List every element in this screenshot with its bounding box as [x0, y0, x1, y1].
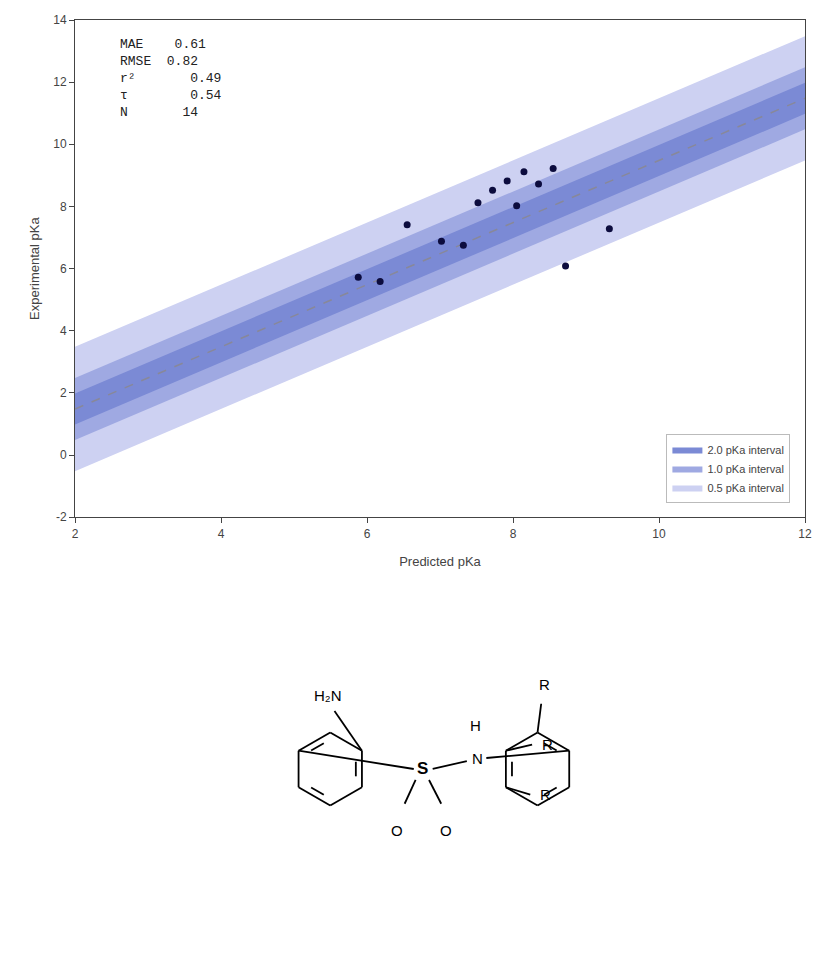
svg-text:8: 8 — [60, 200, 67, 214]
svg-text:R: R — [542, 736, 553, 753]
svg-text:-2: -2 — [56, 510, 67, 524]
svg-text:12: 12 — [53, 75, 67, 89]
svg-text:6: 6 — [60, 262, 67, 276]
svg-text:R: R — [539, 676, 550, 693]
svg-text:0: 0 — [60, 448, 67, 462]
svg-text:2.0 pKa interval: 2.0 pKa interval — [707, 444, 783, 456]
svg-text:N: N — [472, 750, 483, 767]
svg-text:4: 4 — [218, 527, 225, 541]
svg-text:2: 2 — [60, 386, 67, 400]
svg-text:H: H — [470, 717, 481, 734]
svg-text:0.5 pKa interval: 0.5 pKa interval — [707, 482, 783, 494]
svg-text:R: R — [540, 786, 551, 803]
svg-text:4: 4 — [60, 324, 67, 338]
svg-text:2: 2 — [72, 527, 79, 541]
svg-text:O: O — [391, 822, 403, 839]
svg-text:12: 12 — [798, 527, 812, 541]
svg-text:S: S — [417, 759, 428, 778]
svg-text:Experimental pKa: Experimental pKa — [27, 217, 42, 320]
svg-text:1.0 pKa interval: 1.0 pKa interval — [707, 463, 783, 475]
svg-text:10: 10 — [652, 527, 666, 541]
svg-text:6: 6 — [364, 527, 371, 541]
svg-text:10: 10 — [53, 137, 67, 151]
svg-text:O: O — [440, 822, 452, 839]
svg-text:H₂N: H₂N — [314, 687, 342, 704]
svg-text:MAE 0.61RMSE 0.82r²: MAE 0.61RMSE 0.82r² 0.49τ 0.54N 14 — [120, 37, 222, 120]
svg-text:Predicted pKa: Predicted pKa — [399, 554, 481, 569]
svg-text:14: 14 — [53, 13, 67, 27]
svg-text:8: 8 — [510, 527, 517, 541]
